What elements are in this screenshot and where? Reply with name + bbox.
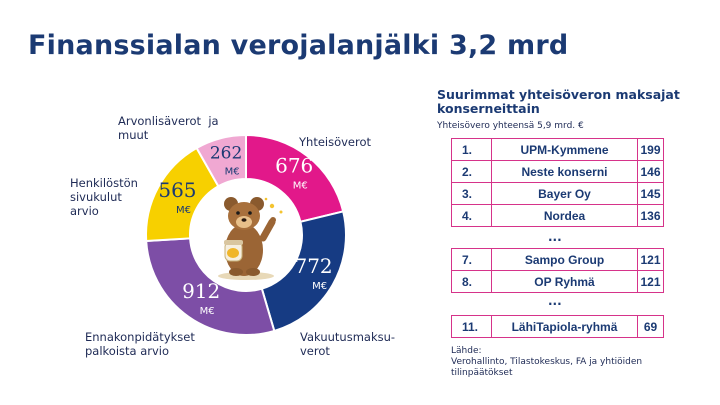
ranking-ellipsis: ...	[548, 230, 562, 244]
ranking-table-bottom: 11. LähiTapiola-ryhmä 69	[451, 315, 664, 338]
company-cell: Sampo Group	[491, 248, 638, 271]
slice-value-3: 565	[158, 178, 196, 202]
rank-cell: 1.	[451, 138, 492, 161]
rank-cell: 4.	[451, 204, 492, 227]
value-cell: 121	[637, 248, 664, 271]
slice-unit-1: M€	[312, 281, 327, 292]
table-row: 2. Neste konserni 146	[451, 160, 664, 183]
company-cell: OP Ryhmä	[491, 270, 638, 293]
donut-slice-4	[195, 133, 247, 188]
company-cell: Nordea	[491, 204, 638, 227]
table-row: 4. Nordea 136	[451, 204, 664, 227]
rank-cell: 7.	[451, 248, 492, 271]
slice-label-arvonlisaverot: Arvonlisäverot ja muut	[118, 114, 219, 142]
table-row: 8. OP Ryhmä 121	[451, 270, 664, 293]
slice-value-4: 262	[210, 144, 242, 164]
value-cell: 146	[637, 160, 664, 183]
slice-label-vakuutusmaksuverot: Vakuutusmaksu- verot	[300, 330, 396, 358]
slice-unit-4: M€	[225, 167, 240, 178]
table-row: 11. LähiTapiola-ryhmä 69	[451, 315, 664, 338]
rank-cell: 3.	[451, 182, 492, 205]
page-title: Finanssialan verojalanjälki 3,2 mrd	[28, 30, 569, 61]
source-note: Lähde: Verohallinto, Tilastokeskus, FA j…	[451, 346, 691, 379]
company-cell: Bayer Oy	[491, 182, 638, 205]
value-cell: 69	[637, 315, 664, 338]
slice-unit-0: M€	[293, 181, 308, 192]
slice-unit-2: M€	[200, 306, 215, 317]
source-text: Verohallinto, Tilastokeskus, FA ja yhtiö…	[451, 357, 643, 378]
ranking-ellipsis: ...	[548, 294, 562, 308]
slice-value-2: 912	[182, 279, 220, 303]
ranking-table-top: 1. UPM-Kymmene 199 2. Neste konserni 146 3. B…	[451, 138, 664, 227]
value-cell: 145	[637, 182, 664, 205]
source-heading: Lähde:	[451, 346, 482, 356]
slice-label-ennakonpidatykset: Ennakonpidätykset palkoista arvio	[85, 330, 195, 358]
rank-cell: 11.	[451, 315, 492, 338]
slice-unit-3: M€	[176, 205, 191, 216]
ranking-subtitle: Yhteisövero yhteensä 5,9 mrd. €	[437, 121, 584, 131]
table-row: 1. UPM-Kymmene 199	[451, 138, 664, 161]
value-cell: 136	[637, 204, 664, 227]
company-cell: LähiTapiola-ryhmä	[491, 315, 638, 338]
ranking-title: Suurimmat yhteisöveron maksajat konserne…	[437, 87, 680, 116]
slice-label-henkiloston-sivukulut: Henkilöstön sivukulut arvio	[70, 176, 138, 218]
table-row: 3. Bayer Oy 145	[451, 182, 664, 205]
rank-cell: 2.	[451, 160, 492, 183]
bear-mascot-icon	[218, 197, 283, 280]
ranking-table-middle: 7. Sampo Group 121 8. OP Ryhmä 121	[451, 248, 664, 293]
slice-value-1: 772	[294, 254, 332, 278]
slice-value-0: 676	[275, 154, 313, 178]
table-row: 7. Sampo Group 121	[451, 248, 664, 271]
company-cell: UPM-Kymmene	[491, 138, 638, 161]
value-cell: 199	[637, 138, 664, 161]
slice-label-yhteisoverot: Yhteisöverot	[299, 135, 372, 149]
value-cell: 121	[637, 270, 664, 293]
company-cell: Neste konserni	[491, 160, 638, 183]
rank-cell: 8.	[451, 270, 492, 293]
